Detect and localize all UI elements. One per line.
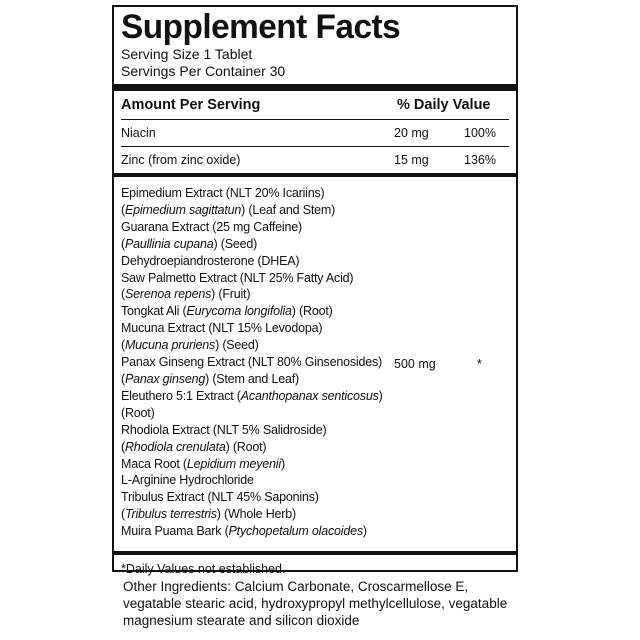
ingredient-text: Mucuna Extract (NLT 15% Levodopa)	[121, 321, 323, 336]
ingredient-text: )	[362, 524, 367, 539]
ingredient-text: (Root)	[121, 405, 155, 420]
ingredient-text: ) (Seed)	[215, 338, 259, 353]
nutrient-dv: 136%	[464, 153, 496, 167]
botanical-name: Lepidium meyenii	[186, 456, 281, 471]
ingredient-text: Muira Puama Bark (	[121, 524, 229, 539]
blend-ingredient-line: (Rhodiola crenulata) (Root)	[121, 439, 394, 456]
nutrient-row: Zinc (from zinc oxide) 15 mg 136%	[121, 147, 509, 173]
blend-ingredient-line: Maca Root (Lepidium meyenii)	[121, 456, 394, 473]
botanical-name: Serenoa repens	[124, 287, 212, 302]
nutrient-row: Niacin 20 mg 100%	[121, 120, 509, 146]
divider	[114, 551, 516, 555]
botanical-name: Panax ginseng	[124, 371, 206, 386]
blend-amount: 500 mg	[394, 357, 436, 371]
ingredient-text: (	[121, 371, 125, 386]
blend-ingredient-line: Panax Ginseng Extract (NLT 80% Ginsenosi…	[121, 354, 394, 371]
blend-ingredient-line: Dehydroepiandrosterone (DHEA)	[121, 253, 394, 270]
ingredient-text: )	[280, 456, 285, 471]
ingredient-text: Tongkat Ali (	[121, 304, 187, 319]
ingredient-text: ) (Fruit)	[211, 287, 251, 302]
ingredient-text: (	[121, 202, 125, 217]
blend-dv: *	[477, 357, 482, 371]
ingredient-text: Epimedium Extract (NLT 20% Icariins)	[121, 186, 325, 200]
ingredient-text: ) (Whole Herb)	[216, 507, 296, 522]
ingredient-text: (	[121, 338, 125, 353]
ingredient-text: ) (Root)	[291, 304, 333, 319]
blend-row: Epimedium Extract (NLT 20% Icariins) (Epi…	[121, 177, 509, 551]
dv-header: % Daily Value	[397, 97, 491, 113]
ingredient-text: Guarana Extract (25 mg Caffeine)	[121, 219, 302, 234]
ingredient-text: (	[121, 287, 125, 302]
column-header: Amount Per Serving % Daily Value	[121, 91, 509, 119]
ingredient-text: ) (Seed)	[213, 236, 258, 251]
blend-ingredient-line: Rhodiola Extract (NLT 5% Salidroside)	[121, 422, 394, 439]
divider	[121, 146, 509, 147]
nutrient-name: Zinc (from zinc oxide)	[121, 153, 241, 167]
botanical-name: Ptychopetalum olacoides	[228, 524, 364, 539]
blend-ingredient-line: Eleuthero 5:1 Extract (Acanthopanax sent…	[121, 388, 394, 405]
ingredient-text: Rhodiola Extract (NLT 5% Salidroside)	[121, 422, 327, 437]
ingredient-text: (	[121, 236, 125, 251]
blend-ingredients: Epimedium Extract (NLT 20% Icariins) (Epi…	[121, 185, 394, 551]
botanical-name: Paullinia cupana	[124, 236, 214, 251]
blend-ingredient-line: (Root)	[121, 405, 394, 422]
botanical-name: Eurycoma longifolia	[186, 304, 292, 319]
ingredient-text: Eleuthero 5:1 Extract (	[121, 388, 241, 403]
ingredient-text: Saw Palmetto Extract (NLT 25% Fatty Acid…	[121, 270, 354, 285]
blend-ingredient-line: (Epimedium sagittatun) (Leaf and Stem)	[121, 202, 394, 219]
blend-ingredient-line: Mucuna Extract (NLT 15% Levodopa)	[121, 320, 394, 337]
botanical-name: Tribulus terrestris	[124, 507, 217, 522]
nutrient-amount: 15 mg	[394, 153, 429, 167]
ingredient-text: Panax Ginseng Extract (NLT 80% Ginsenosi…	[121, 355, 383, 370]
blend-ingredient-line: Guarana Extract (25 mg Caffeine)	[121, 219, 394, 236]
blend-ingredient-line: Saw Palmetto Extract (NLT 25% Fatty Acid…	[121, 270, 394, 287]
ingredient-text: Maca Root (	[121, 456, 187, 471]
ingredient-text: )	[378, 388, 383, 403]
botanical-name: Rhodiola crenulata	[124, 439, 226, 454]
amount-header: Amount Per Serving	[121, 97, 261, 113]
blend-ingredient-line: (Tribulus terrestris) (Whole Herb)	[121, 506, 394, 523]
ingredient-text: (	[121, 439, 125, 454]
panel-title: Supplement Facts	[121, 8, 401, 46]
botanical-name: Epimedium sagittatun	[124, 202, 242, 217]
blend-ingredient-line: Epimedium Extract (NLT 20% Icariins)	[121, 185, 394, 202]
nutrient-dv: 100%	[464, 126, 496, 140]
footnote: *Daily Values not established.	[121, 562, 286, 576]
blend-ingredient-line: Tongkat Ali (Eurycoma longifolia) (Root)	[121, 303, 394, 320]
botanical-name: Mucuna pruriens	[124, 338, 216, 353]
blend-ingredient-line: (Paullinia cupana) (Seed)	[121, 236, 394, 253]
ingredient-text: ) (Leaf and Stem)	[241, 202, 336, 217]
botanical-name: Acanthopanax senticosus	[240, 388, 379, 403]
serving-size: Serving Size 1 Tablet	[121, 46, 253, 62]
divider	[121, 119, 509, 120]
ingredient-text: ) (Stem and Leaf)	[205, 371, 299, 386]
blend-ingredient-line: L-Arginine Hydrochloride	[121, 472, 394, 489]
ingredient-text: (	[121, 507, 125, 522]
ingredient-text: Tribulus Extract (NLT 45% Saponins)	[121, 490, 319, 505]
divider	[114, 173, 516, 177]
ingredient-text: L-Arginine Hydrochloride	[121, 473, 254, 488]
divider	[114, 84, 516, 91]
blend-ingredient-line: (Serenoa repens) (Fruit)	[121, 286, 394, 303]
blend-ingredient-line: (Mucuna pruriens) (Seed)	[121, 337, 394, 354]
supplement-facts-panel: Supplement Facts Serving Size 1 Tablet S…	[112, 5, 518, 576]
other-ingredients: Other Ingredients: Calcium Carbonate, Cr…	[123, 579, 508, 628]
blend-ingredient-line: Tribulus Extract (NLT 45% Saponins)	[121, 489, 394, 506]
servings-per-container: Servings Per Container 30	[121, 63, 286, 79]
blend-ingredient-line: Muira Puama Bark (Ptychopetalum olacoide…	[121, 523, 394, 540]
ingredient-text: Dehydroepiandrosterone (DHEA)	[121, 253, 300, 268]
nutrient-amount: 20 mg	[394, 126, 429, 140]
blend-ingredient-line: (Panax ginseng) (Stem and Leaf)	[121, 371, 394, 388]
nutrient-name: Niacin	[121, 126, 156, 140]
ingredient-text: ) (Root)	[225, 439, 267, 454]
